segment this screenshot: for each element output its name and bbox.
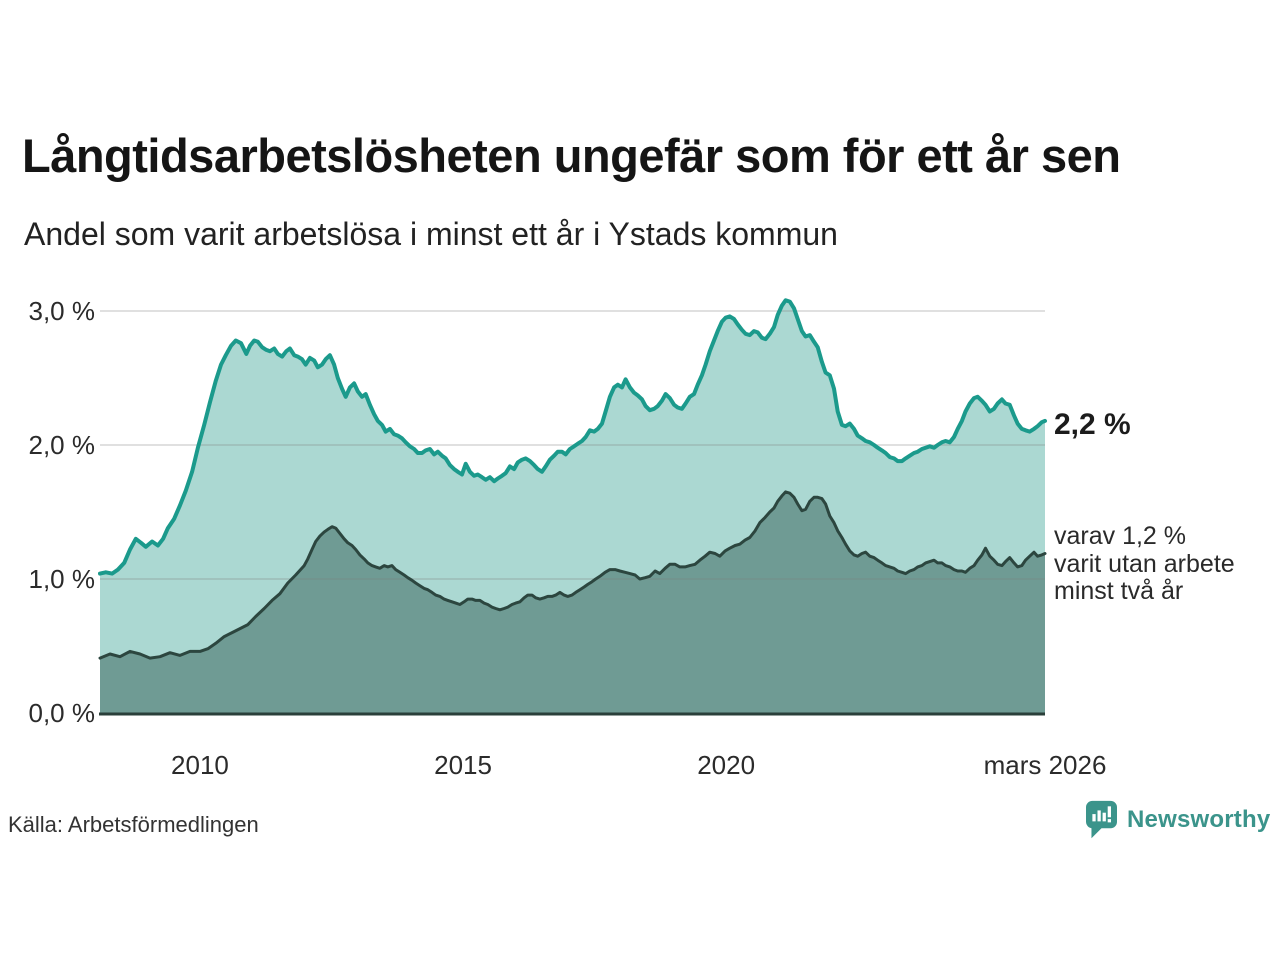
latest-value-label: 2,2 % [1054,408,1131,441]
secondary-annotation: varav 1,2 % varit utan arbete minst två … [1054,522,1235,606]
x-tick-label: 2010 [171,750,229,780]
series2-line [98,490,1047,660]
y-tick-label: 3,0 % [28,296,96,326]
secondary-annotation-line: varit utan arbete [1054,549,1235,578]
series1-area [100,300,1045,713]
newsworthy-wordmark: Newsworthy [1127,806,1271,833]
y-tick-label: 0,0 % [28,698,96,728]
x-tick-label: mars 2026 [983,750,1107,780]
secondary-annotation-line: minst två år [1054,577,1184,605]
newsworthy-icon [1086,800,1117,839]
secondary-annotation-line: varav 1,2 % [1054,522,1187,550]
x-tick-label: 2015 [434,750,492,780]
page-title: Långtidsarbetslösheten ungefär som för e… [22,129,1121,182]
y-tick-label: 2,0 % [28,430,96,460]
series1-line [98,298,1047,576]
source-note: Källa: Arbetsförmedlingen [8,812,259,837]
y-tick-label: 1,0 % [28,564,96,594]
series2-area [100,491,1045,713]
newsworthy-logo: Newsworthy [1086,799,1270,841]
page-subtitle: Andel som varit arbetslösa i minst ett å… [24,216,838,252]
x-tick-label: 2020 [697,750,756,780]
